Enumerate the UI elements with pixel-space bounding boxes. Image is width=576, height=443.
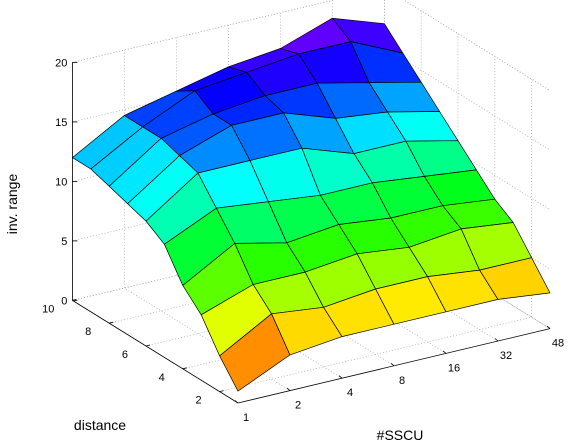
x-tick-mark [390,362,395,367]
x-tick-mark [546,325,551,329]
z-tick-label: 0 [61,295,67,307]
y-tick-mark [109,321,114,324]
z-tick-label: 10 [55,176,67,188]
y-tick-label: 2 [195,395,201,407]
x-tick-label: 32 [500,350,512,362]
z-tick-label: 20 [55,57,67,69]
z-grid-line [72,47,551,151]
z-tick-label: 5 [61,236,67,248]
x-tick-label: 16 [448,362,460,374]
x-tick-label: 2 [295,400,301,412]
y-tick-mark [72,299,77,301]
y-tick-label: 10 [42,303,54,315]
z-axis-label: inv. range [4,174,20,235]
surface-mesh [72,17,551,392]
x-tick-mark [494,338,499,342]
y-axis-line [72,300,239,404]
z-tick-label: 15 [55,117,67,129]
z-grid-line [72,0,551,91]
x-tick-label: 4 [347,387,353,399]
x-tick-label: 8 [399,375,405,387]
y-axis-label: distance [74,417,126,433]
y-tick-label: 8 [85,326,91,338]
y-tick-label: 6 [122,349,128,361]
x-tick-label: 1 [243,412,249,424]
x-tick-label: 48 [552,338,564,350]
z-grid-line [72,106,551,210]
surface-patch [479,257,551,300]
x-tick-mark [442,350,447,354]
y-tick-mark [182,367,187,370]
x-tick-mark [234,400,239,404]
y-tick-mark [145,344,151,347]
y-tick-mark [219,390,224,392]
y-tick-label: 4 [159,372,165,384]
x-axis-label: #SSCU [377,427,424,443]
x-tick-mark [286,387,291,391]
x-tick-mark [338,375,343,379]
